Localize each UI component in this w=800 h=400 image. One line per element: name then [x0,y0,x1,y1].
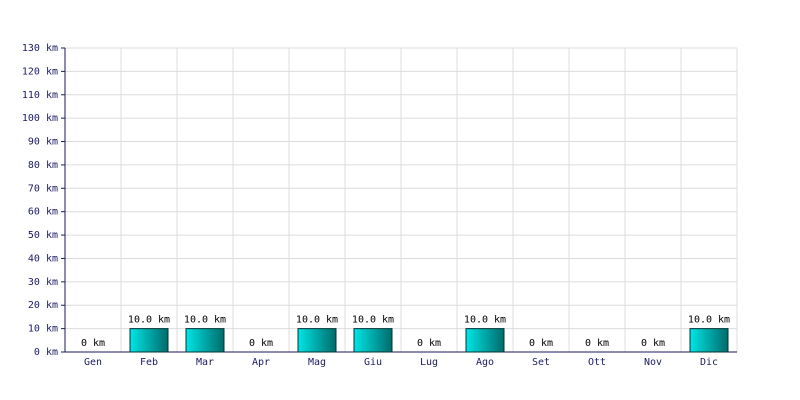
y-tick-label: 10 km [28,324,58,335]
x-tick-label: Mar [196,357,214,368]
y-tick-label: 50 km [28,230,58,241]
value-label: 0 km [81,338,105,349]
bar [465,328,505,353]
bar [185,328,225,353]
value-label: 0 km [417,338,441,349]
y-tick-label: 70 km [28,183,58,194]
x-tick-label: Dic [700,357,718,368]
bar [297,328,337,353]
value-label: 10.0 km [464,315,506,326]
x-tick-label: Apr [252,357,270,368]
bar [353,328,393,353]
x-tick-label: Gen [84,357,102,368]
value-label: 0 km [585,338,609,349]
value-label: 10.0 km [128,315,170,326]
y-tick-label: 90 km [28,137,58,148]
x-tick-label: Nov [644,357,662,368]
bar [689,328,729,353]
y-tick-label: 40 km [28,253,58,264]
x-tick-label: Feb [140,357,158,368]
y-tick-label: 100 km [22,113,58,124]
x-tick-label: Set [532,357,550,368]
x-tick-label: Giu [364,357,382,368]
y-tick-label: 120 km [22,66,58,77]
y-tick-label: 30 km [28,277,58,288]
value-label: 10.0 km [296,315,338,326]
value-label: 10.0 km [352,315,394,326]
x-tick-label: Lug [420,357,438,368]
value-label: 0 km [529,338,553,349]
value-label: 10.0 km [184,315,226,326]
y-tick-label: 110 km [22,90,58,101]
y-tick-label: 60 km [28,207,58,218]
x-tick-label: Mag [308,357,326,368]
value-label: 0 km [249,338,273,349]
y-tick-label: 80 km [28,160,58,171]
y-tick-label: 20 km [28,300,58,311]
bar [129,328,169,353]
y-tick-label: 0 km [34,347,58,358]
value-label: 0 km [641,338,665,349]
x-tick-label: Ago [476,357,494,368]
x-tick-label: Ott [588,357,606,368]
y-tick-label: 130 km [22,43,58,54]
value-label: 10.0 km [688,315,730,326]
